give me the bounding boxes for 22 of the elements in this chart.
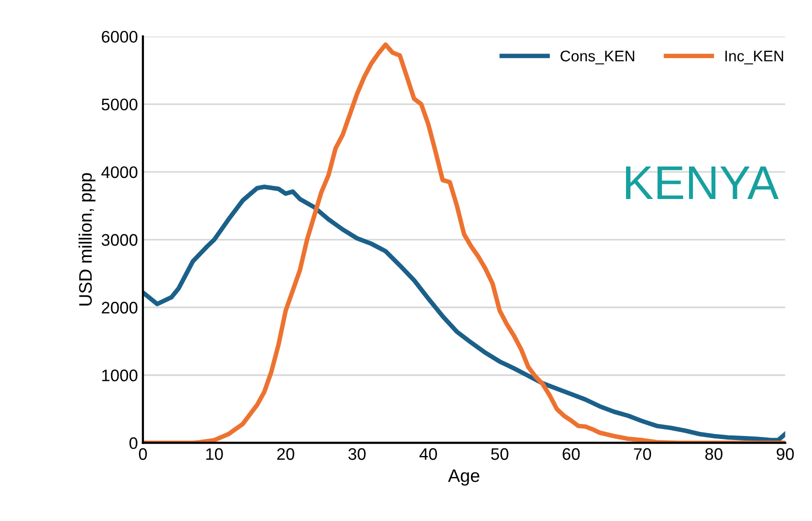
y-tick-label: 2000 [102, 302, 138, 314]
x-tick-label: 90 [776, 448, 794, 460]
x-tick-label: 80 [705, 448, 722, 460]
x-tick-label: 50 [491, 448, 508, 460]
x-tick-label: 20 [277, 448, 294, 460]
x-tick-label: 40 [419, 448, 437, 460]
legend-label: Inc_KEN [725, 50, 784, 64]
y-tick-label: 5000 [102, 98, 138, 110]
x-tick-label: 30 [348, 448, 366, 460]
x-axis-title: Age [448, 469, 480, 486]
x-tick-label: 0 [138, 448, 147, 460]
y-tick-label: 3000 [102, 234, 138, 246]
x-tick-label: 70 [634, 448, 652, 460]
x-tick-label: 10 [206, 448, 223, 460]
x-tick-label: 60 [562, 448, 580, 460]
annotation: KENYA [626, 166, 779, 200]
y-tick-label: 4000 [101, 166, 138, 178]
y-tick-label: 6000 [102, 30, 138, 43]
y-tick-label: 0 [129, 437, 138, 450]
y-tick-label: 1000 [102, 370, 138, 382]
y-axis-title: USD million, ppp [78, 173, 96, 306]
legend-label: Cons_KEN [560, 50, 634, 64]
